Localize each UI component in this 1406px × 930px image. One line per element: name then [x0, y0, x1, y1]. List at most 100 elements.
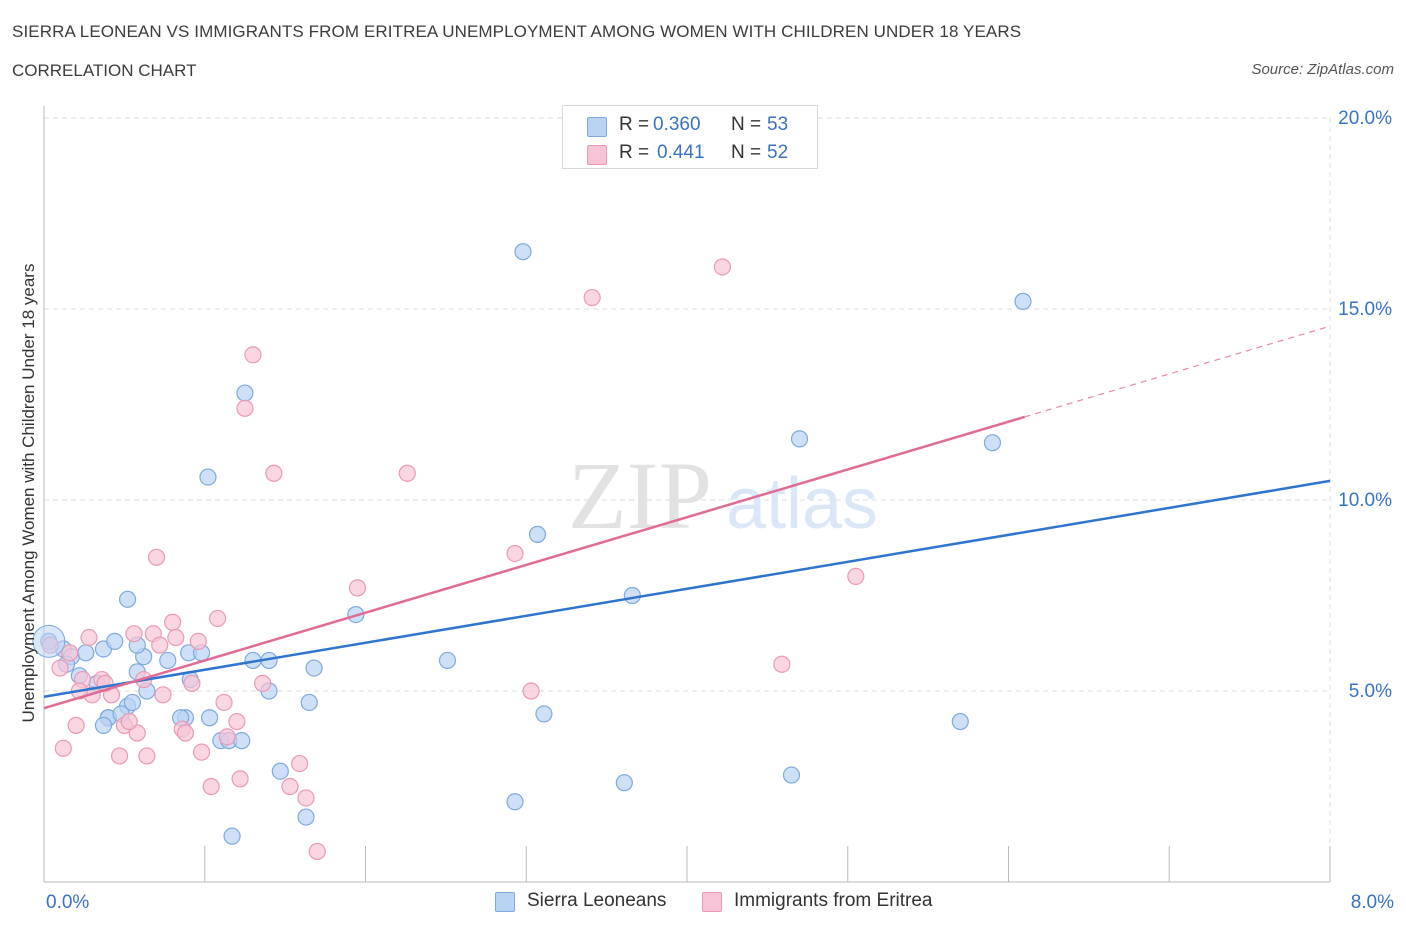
point-eritrea [398, 464, 416, 482]
source-label: Source: ZipAtlas.com [1251, 61, 1394, 78]
point-sierra-leonean [77, 644, 95, 662]
point-eritrea [583, 288, 601, 307]
legend-n-value: 52 [767, 142, 789, 163]
point-eritrea [236, 399, 254, 417]
point-eritrea [506, 544, 524, 563]
point-sierra-leonean [514, 243, 532, 261]
watermark-atlas: atlas [726, 464, 878, 544]
point-eritrea [125, 625, 143, 643]
y-tick-label: 15.0% [1338, 299, 1392, 320]
point-sierra-leonean [106, 632, 124, 650]
point-sierra-leonean [233, 732, 251, 750]
point-eritrea [176, 724, 195, 742]
point-eritrea [51, 659, 69, 677]
point-sierra-leonean [199, 468, 217, 486]
point-sierra-leonean [951, 712, 969, 731]
point-eritrea [209, 609, 227, 628]
point-sierra-leonean [535, 705, 553, 723]
point-sierra-leonean [236, 384, 254, 402]
point-eritrea [183, 674, 201, 692]
point-eritrea [254, 674, 272, 692]
point-eritrea [228, 712, 246, 731]
legend-r-value: 0.360 [653, 114, 701, 135]
point-eritrea [265, 464, 283, 482]
tick-labels: 5.0% 10.0% 15.0% 20.0% 0.0% 8.0% [46, 108, 1394, 913]
point-eritrea [192, 743, 211, 761]
point-eritrea [67, 716, 85, 734]
point-eritrea [147, 548, 166, 566]
legend-r-label: R = [619, 114, 650, 135]
point-sierra-leonean [623, 586, 641, 605]
correlation-legend: R = 0.360 N = 53 R = 0.441 N = 52 [562, 105, 818, 169]
y-tick-label: 10.0% [1338, 490, 1392, 511]
bottom-legend-label: Sierra Leoneans [527, 890, 667, 911]
chart-subtitle: CORRELATION CHART [12, 61, 197, 80]
point-eritrea [244, 346, 262, 364]
point-eritrea [218, 728, 236, 746]
point-eritrea [231, 770, 249, 788]
point-sierra-leonean [983, 434, 1002, 452]
point-eritrea [522, 682, 540, 700]
bottom-legend-label: Immigrants from Eritrea [734, 890, 933, 911]
point-eritrea [847, 567, 865, 586]
point-eritrea [202, 777, 220, 796]
point-eritrea [713, 258, 731, 276]
point-sierra-leonean [118, 590, 137, 608]
point-sierra-leonean [123, 693, 142, 712]
point-sierra-leonean [297, 808, 315, 826]
point-sierra-leonean [1014, 292, 1032, 310]
y-axis-label: Unemployment Among Women with Children U… [19, 264, 38, 723]
trend-line-eritrea [43, 415, 1025, 710]
point-eritrea [154, 686, 172, 704]
watermark-zip: ZIP [568, 442, 712, 549]
chart-title: SIERRA LEONEAN VS IMMIGRANTS FROM ERITRE… [12, 22, 1022, 41]
point-eritrea [189, 632, 207, 650]
point-sierra-leonean [223, 827, 241, 845]
y-tick-label: 5.0% [1349, 681, 1392, 702]
trend-lines [43, 325, 1331, 710]
point-sierra-leonean [782, 766, 801, 784]
axes [43, 106, 1331, 883]
y-tick-label: 20.0% [1338, 108, 1392, 129]
trend-line-extension-eritrea [1024, 325, 1331, 418]
point-cluster-sierra-leonean [32, 624, 66, 658]
point-eritrea [138, 747, 156, 765]
point-eritrea [110, 747, 129, 765]
point-eritrea [297, 789, 315, 807]
legend-n-label: N = [731, 142, 762, 163]
point-eritrea [773, 655, 791, 673]
point-eritrea [151, 636, 169, 654]
point-sierra-leonean [94, 716, 113, 734]
point-eritrea [308, 842, 326, 861]
point-sierra-leonean [615, 774, 633, 792]
point-sierra-leonean [528, 525, 547, 543]
trend-line-sierra-leonean [43, 479, 1331, 698]
legend-n-value: 53 [767, 114, 789, 135]
point-eritrea [348, 579, 367, 597]
point-eritrea [120, 712, 138, 731]
point-eritrea [61, 644, 79, 662]
point-eritrea [164, 613, 182, 631]
point-sierra-leonean [305, 659, 323, 677]
legend-swatch-pink [587, 145, 607, 165]
bottom-legend-swatch-pink [702, 892, 722, 912]
legend-r-label: R = [619, 142, 650, 163]
point-sierra-leonean [438, 651, 457, 670]
point-sierra-leonean [271, 762, 289, 780]
point-eritrea [281, 777, 299, 796]
point-eritrea [215, 693, 233, 712]
legend-swatch-blue [587, 117, 607, 137]
point-sierra-leonean [790, 430, 809, 448]
legend-n-label: N = [731, 114, 762, 135]
point-sierra-leonean [300, 693, 318, 712]
point-sierra-leonean [200, 709, 219, 727]
x-tick-label: 0.0% [46, 892, 89, 913]
x-tick-label: 8.0% [1351, 892, 1394, 913]
data-points [32, 243, 1032, 861]
legend-r-value: 0.441 [657, 142, 705, 163]
point-eritrea [54, 739, 72, 757]
point-eritrea [290, 754, 309, 773]
point-sierra-leonean [506, 793, 524, 811]
point-eritrea [167, 628, 185, 647]
